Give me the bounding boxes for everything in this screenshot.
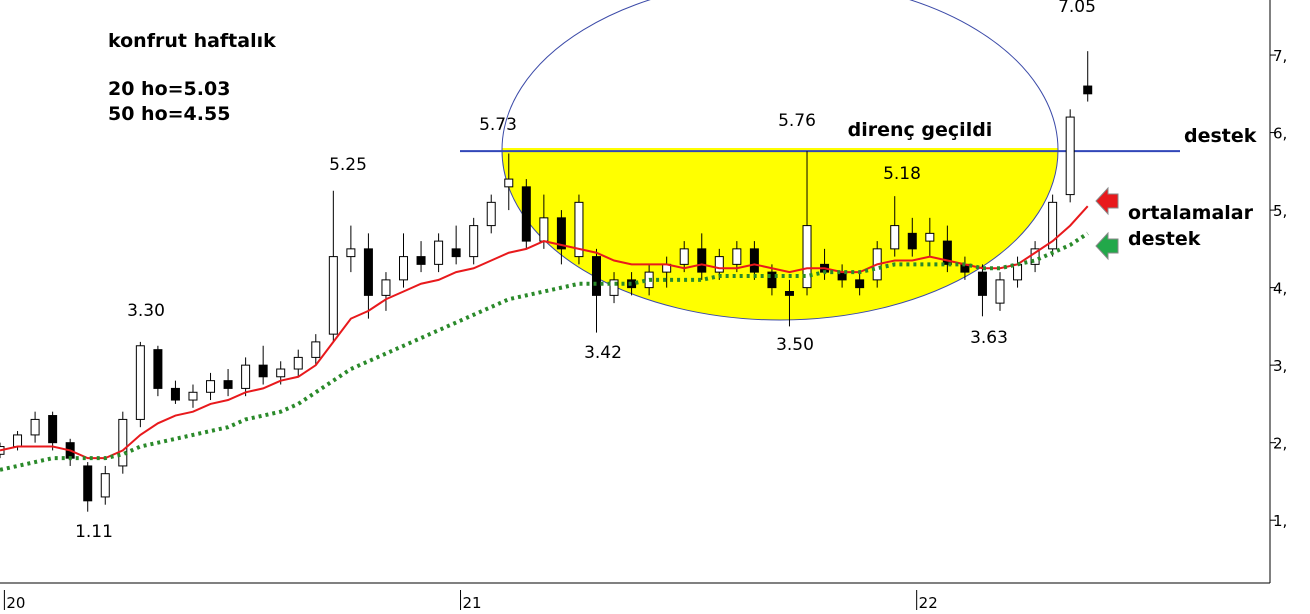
candle-body (293, 356, 303, 370)
candle-body (942, 240, 952, 265)
candle-body (83, 465, 93, 502)
red-arrow (1095, 186, 1119, 216)
candle-body (48, 415, 58, 444)
moving-average (0, 231, 1089, 472)
candle-body (539, 217, 549, 242)
y-tick-label: 3, (1273, 357, 1287, 375)
candle-body (521, 186, 531, 242)
price-label: 7.05 (1058, 0, 1096, 17)
candle-body (118, 418, 128, 467)
price-label: 5.18 (883, 164, 921, 184)
candle-body (591, 256, 601, 296)
candle-body (855, 279, 865, 289)
candle-body (1048, 201, 1058, 250)
x-tick-label: 22 (919, 594, 938, 612)
x-tick-label: 21 (463, 594, 482, 612)
candle-body (363, 248, 373, 296)
candle-body (1083, 85, 1093, 95)
candle-body (977, 271, 987, 296)
candle-body (100, 473, 110, 498)
price-label: 5.73 (479, 115, 517, 135)
candle-body (416, 256, 426, 265)
chart-title: konfrut haftalık (108, 30, 276, 52)
candle-body (399, 256, 409, 281)
candle-body (311, 341, 321, 358)
candle-body (258, 364, 268, 378)
candle-body (451, 248, 461, 258)
price-label: 3.63 (970, 328, 1008, 348)
candle-body (784, 291, 794, 296)
candle-body (732, 248, 742, 265)
candle-body (346, 248, 356, 258)
candle-body (504, 178, 514, 188)
candle-body (206, 380, 216, 393)
candle-body (13, 434, 23, 448)
y-tick-label: 1, (1273, 512, 1287, 530)
candle-body (767, 271, 777, 289)
green-arrow (1095, 231, 1119, 261)
y-tick-label: 7, (1273, 47, 1287, 65)
price-label: 5.25 (329, 155, 367, 175)
moving-average (0, 205, 1089, 460)
candle-body (135, 345, 145, 420)
cup-ellipse (501, 0, 1059, 321)
y-tick-label: 5, (1273, 202, 1287, 220)
candle-body (30, 418, 40, 436)
candle-body (925, 232, 935, 242)
price-label: 1.11 (75, 522, 113, 542)
candle-body (486, 201, 496, 227)
candle-body (241, 364, 251, 389)
candle-body (328, 256, 338, 335)
y-tick-label: 4, (1273, 280, 1287, 298)
candle-body (697, 248, 707, 273)
price-label: 3.42 (584, 343, 622, 363)
annotation-text: direnç geçildi (848, 119, 993, 141)
candle-body (469, 225, 479, 258)
x-tick-label: 20 (6, 594, 25, 612)
candle-body (890, 225, 900, 250)
subtitle: 50 ho=4.55 (108, 103, 230, 125)
subtitle: 20 ho=5.03 (108, 78, 230, 100)
candle-body (381, 279, 391, 296)
candle-body (223, 380, 233, 389)
annotation-text: destek (1128, 228, 1201, 250)
y-tick-label: 6, (1273, 125, 1287, 143)
candle-body (1065, 116, 1075, 196)
candle-body (679, 248, 689, 265)
candle-body (188, 391, 198, 401)
candle-body (276, 368, 286, 378)
y-tick-label: 2, (1273, 435, 1287, 453)
candle-body (802, 225, 812, 289)
candle-body (170, 387, 180, 401)
candle-body (574, 201, 584, 258)
price-label: 3.50 (776, 335, 814, 355)
candle-body (749, 248, 759, 273)
annotation-text: destek (1184, 125, 1257, 147)
price-label: 3.30 (127, 301, 165, 321)
annotation-text: ortalamalar (1128, 202, 1254, 224)
candle-body (995, 279, 1005, 304)
price-label: 5.76 (778, 111, 816, 131)
candle-body (714, 256, 724, 273)
candle-body (907, 232, 917, 250)
candle-body (556, 217, 566, 250)
candle-body (434, 240, 444, 265)
candle-body (609, 279, 619, 296)
candle-body (627, 279, 637, 289)
candle-body (153, 349, 163, 389)
candle-body (1013, 263, 1023, 281)
